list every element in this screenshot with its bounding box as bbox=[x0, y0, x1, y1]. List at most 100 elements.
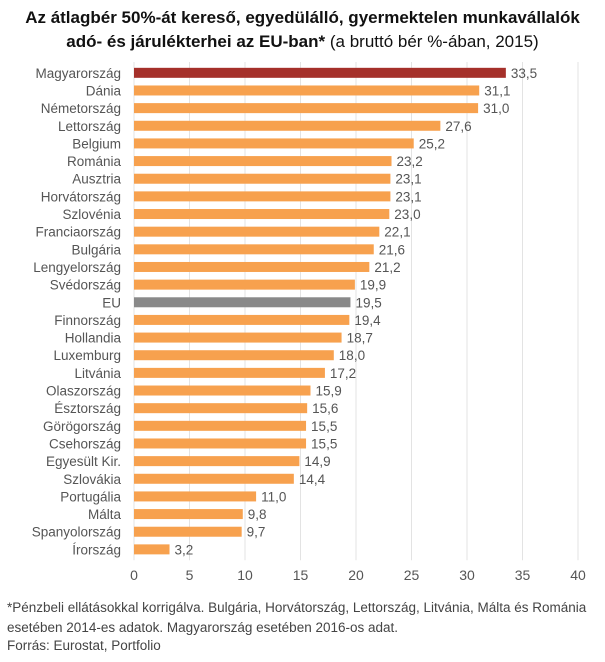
value-label: 33,5 bbox=[511, 66, 537, 81]
bar bbox=[134, 367, 325, 378]
category-label: Szlovénia bbox=[62, 207, 121, 222]
bar bbox=[134, 385, 311, 396]
category-label: Ausztria bbox=[72, 172, 121, 187]
category-label: Spanyolország bbox=[32, 525, 121, 540]
category-label: Málta bbox=[88, 507, 122, 522]
value-label: 18,7 bbox=[347, 331, 373, 346]
bar bbox=[134, 279, 355, 290]
category-label: Dánia bbox=[86, 83, 122, 98]
value-label: 19,4 bbox=[354, 313, 381, 328]
bar bbox=[134, 350, 334, 361]
bar bbox=[134, 544, 170, 555]
bar bbox=[134, 103, 479, 114]
bar bbox=[134, 491, 257, 502]
value-label: 15,5 bbox=[311, 436, 337, 451]
category-label: Egyesült Kir. bbox=[46, 454, 121, 469]
category-label: Románia bbox=[67, 154, 122, 169]
bar bbox=[134, 314, 350, 325]
value-label: 22,1 bbox=[384, 225, 410, 240]
bar bbox=[134, 120, 441, 131]
bar bbox=[134, 403, 308, 414]
category-label: Franciaország bbox=[35, 225, 121, 240]
category-label: Magyarország bbox=[35, 66, 121, 81]
x-tick-label: 5 bbox=[186, 567, 194, 583]
category-label: Írország bbox=[72, 542, 121, 557]
value-label: 31,0 bbox=[483, 101, 509, 116]
category-label: Bulgária bbox=[71, 242, 121, 257]
title-line-2-bold: adó- és járulékterhei az EU-ban* bbox=[66, 32, 326, 51]
bar bbox=[134, 456, 300, 467]
title-line-1: Az átlagbér 50%-át kereső, egyedülálló, … bbox=[25, 8, 580, 27]
value-label: 15,6 bbox=[312, 401, 338, 416]
bar bbox=[134, 244, 374, 255]
value-label: 9,7 bbox=[247, 525, 266, 540]
x-tick-label: 15 bbox=[293, 567, 309, 583]
category-label: Olaszország bbox=[46, 384, 121, 399]
category-label: Lettország bbox=[58, 119, 121, 134]
value-label: 23,0 bbox=[394, 207, 420, 222]
category-label: Szlovákia bbox=[63, 472, 121, 487]
x-tick-label: 25 bbox=[404, 567, 420, 583]
bar bbox=[134, 509, 243, 520]
title-line-2: adó- és járulékterhei az EU-ban* (a brut… bbox=[0, 30, 605, 54]
source-note: Forrás: Eurostat, Portfolio bbox=[7, 638, 161, 653]
bar bbox=[134, 226, 380, 237]
bar bbox=[134, 156, 392, 167]
x-tick-label: 20 bbox=[348, 567, 364, 583]
title-line-2-rest: (a bruttó bér %-ában, 2015) bbox=[325, 32, 539, 51]
value-label: 3,2 bbox=[175, 542, 194, 557]
bar bbox=[134, 85, 480, 96]
bar bbox=[134, 438, 307, 449]
category-label: Észtország bbox=[54, 401, 121, 416]
value-label: 17,2 bbox=[330, 366, 356, 381]
x-tick-label: 35 bbox=[515, 567, 531, 583]
value-label: 15,9 bbox=[315, 384, 341, 399]
category-label: Hollandia bbox=[65, 331, 122, 346]
value-label: 9,8 bbox=[248, 507, 267, 522]
bar bbox=[134, 526, 242, 537]
x-tick-label: 0 bbox=[130, 567, 138, 583]
category-label: Belgium bbox=[72, 136, 121, 151]
value-label: 31,1 bbox=[484, 83, 510, 98]
category-label: Németország bbox=[41, 101, 121, 116]
bar-chart: 0 5 10 15 20 25 30 35 40 Magyarország 33,5 Dánia 31,… bbox=[32, 62, 586, 583]
category-label: Portugália bbox=[60, 489, 121, 504]
value-label: 23,1 bbox=[395, 172, 421, 187]
value-label: 19,5 bbox=[355, 295, 381, 310]
bar bbox=[134, 191, 391, 202]
category-label: Lengyelország bbox=[33, 260, 121, 275]
value-label: 25,2 bbox=[419, 136, 445, 151]
category-label: Svédország bbox=[50, 278, 121, 293]
category-label: Finnország bbox=[54, 313, 121, 328]
category-label: Horvátország bbox=[41, 189, 121, 204]
bar bbox=[134, 209, 390, 220]
category-label: Csehország bbox=[49, 436, 121, 451]
category-label: Litvánia bbox=[74, 366, 121, 381]
bar bbox=[134, 297, 351, 308]
category-label: EU bbox=[102, 295, 121, 310]
value-label: 21,6 bbox=[379, 242, 405, 257]
category-label: Luxemburg bbox=[53, 348, 121, 363]
bar bbox=[134, 332, 342, 343]
bar bbox=[134, 261, 370, 272]
bar bbox=[134, 420, 307, 431]
category-label: Görögország bbox=[43, 419, 121, 434]
x-tick-label: 30 bbox=[459, 567, 475, 583]
value-label: 19,9 bbox=[360, 278, 386, 293]
value-label: 27,6 bbox=[445, 119, 471, 134]
bar bbox=[134, 173, 391, 184]
footnote: *Pénzbeli ellátásokkal korrigálva. Bulgá… bbox=[7, 600, 587, 635]
value-label: 15,5 bbox=[311, 419, 337, 434]
bar bbox=[134, 67, 506, 78]
value-label: 23,1 bbox=[395, 189, 421, 204]
value-label: 21,2 bbox=[374, 260, 400, 275]
bar bbox=[134, 138, 414, 149]
x-tick-label: 40 bbox=[570, 567, 586, 583]
value-label: 14,9 bbox=[304, 454, 330, 469]
chart-title: Az átlagbér 50%-át kereső, egyedülálló, … bbox=[0, 6, 605, 54]
value-label: 14,4 bbox=[299, 472, 326, 487]
value-label: 18,0 bbox=[339, 348, 365, 363]
value-label: 11,0 bbox=[261, 489, 286, 504]
x-tick-label: 10 bbox=[237, 567, 253, 583]
bar bbox=[134, 473, 294, 484]
